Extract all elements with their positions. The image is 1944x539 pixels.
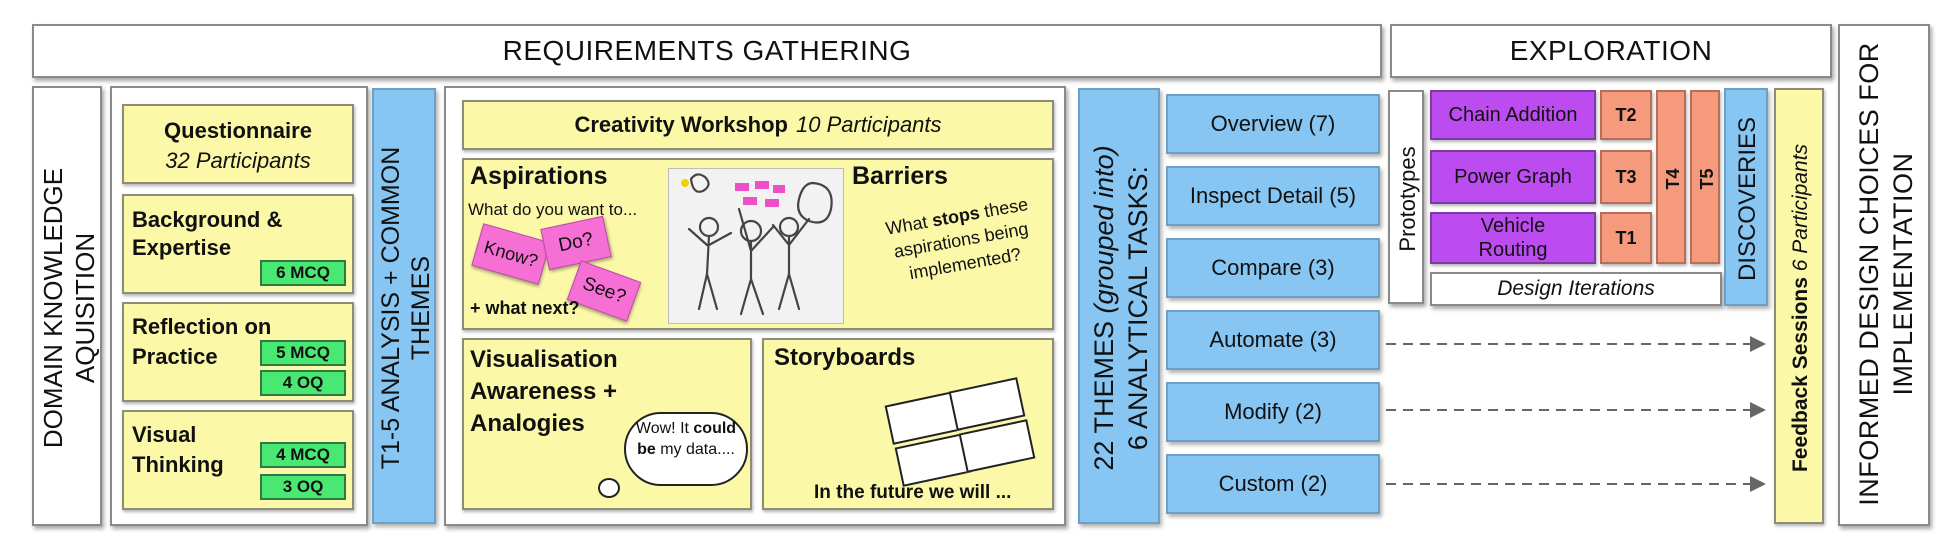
questionnaire-title: Questionnaire bbox=[164, 118, 312, 143]
analysis-column: T1-5 ANALYSIS + COMMON THEMES bbox=[372, 88, 436, 524]
task-compare: Compare (3) bbox=[1166, 238, 1380, 298]
mcq-badge: 4 MCQ bbox=[260, 442, 346, 468]
requirements-gathering-label: REQUIREMENTS GATHERING bbox=[502, 35, 912, 66]
prototype-power-graph: Power Graph bbox=[1430, 150, 1596, 204]
workshop-participants: 10 Participants bbox=[796, 112, 942, 137]
visual-thinking-box: Visual Thinking 4 MCQ 3 OQ bbox=[122, 410, 354, 510]
oq-badge: 3 OQ bbox=[260, 474, 346, 500]
feedback-sessions-column: Feedback Sessions 6 Participants bbox=[1774, 88, 1824, 524]
themes-column: 22 THEMES (grouped into) 6 ANALYTICAL TAS… bbox=[1078, 88, 1160, 524]
design-iterations-box: Design Iterations bbox=[1430, 272, 1722, 306]
storyboards-box: Storyboards In the future we will ... bbox=[762, 338, 1054, 510]
prototype-chain-addition: Chain Addition bbox=[1430, 90, 1596, 140]
task-overview: Overview (7) bbox=[1166, 94, 1380, 154]
discoveries-column: DISCOVERIES bbox=[1724, 88, 1768, 306]
analysis-label: T1-5 ANALYSIS + COMMON THEMES bbox=[377, 146, 435, 470]
aspirations-title: Aspirations bbox=[470, 162, 608, 190]
speech-bubble: Wow! It could be my data.... bbox=[624, 412, 748, 486]
questionnaire-participants: 32 Participants bbox=[165, 148, 311, 173]
prototype-vehicle-routing: Vehicle Routing bbox=[1430, 212, 1596, 264]
visual-thinking-title: Visual Thinking bbox=[132, 422, 224, 477]
tag-t4: T4 bbox=[1656, 90, 1686, 264]
thought-dot bbox=[598, 478, 620, 498]
background-expertise-title: Background & Expertise bbox=[132, 207, 283, 260]
themes-label: 22 THEMES (grouped into) 6 ANALYTICAL TAS… bbox=[1089, 145, 1153, 471]
barriers-text: What stops these aspirations being imple… bbox=[884, 194, 1030, 284]
arrow-head bbox=[1750, 402, 1766, 418]
requirements-gathering-header: REQUIREMENTS GATHERING bbox=[32, 24, 1382, 78]
questionnaire-title-box: Questionnaire 32 Participants bbox=[122, 104, 354, 184]
oq-badge: 4 OQ bbox=[260, 370, 346, 396]
barriers-title: Barriers bbox=[852, 162, 948, 190]
mcq-badge: 6 MCQ bbox=[260, 260, 346, 286]
visualisation-box: Visualisation Awareness + Analogies Wow!… bbox=[462, 338, 752, 510]
background-expertise-box: Background & Expertise 6 MCQ bbox=[122, 194, 354, 294]
storyboards-caption: In the future we will ... bbox=[814, 482, 1012, 503]
tag-t3: T3 bbox=[1600, 150, 1652, 204]
domain-knowledge-label: DOMAIN KNOWLEDGE AQUISITION bbox=[38, 167, 100, 449]
tag-t5: T5 bbox=[1690, 90, 1720, 264]
feedback-sessions-label: Feedback Sessions 6 Participants bbox=[1789, 144, 1812, 473]
mcq-badge: 5 MCQ bbox=[260, 340, 346, 366]
sticky-note: Do? bbox=[540, 215, 612, 271]
task-custom: Custom (2) bbox=[1166, 454, 1380, 514]
exploration-label: EXPLORATION bbox=[1509, 35, 1713, 66]
task-modify: Modify (2) bbox=[1166, 382, 1380, 442]
prototypes-label-box: Prototypes bbox=[1388, 90, 1424, 304]
workshop-title: Creativity Workshop bbox=[574, 112, 788, 137]
informed-design-panel: INFORMED DESIGN CHOICES FOR IMPLEMENTATI… bbox=[1838, 24, 1930, 526]
workshop-title-box: Creativity Workshop 10 Participants bbox=[462, 100, 1054, 150]
exploration-header: EXPLORATION bbox=[1390, 24, 1832, 78]
tag-t2: T2 bbox=[1600, 90, 1652, 140]
visualisation-title: Visualisation Awareness + Analogies bbox=[470, 346, 618, 437]
reflection-practice-box: Reflection on Practice 5 MCQ 4 OQ bbox=[122, 302, 354, 402]
aspirations-barriers-box: Aspirations What do you want to... Know?… bbox=[462, 158, 1054, 330]
task-automate: Automate (3) bbox=[1166, 310, 1380, 370]
discoveries-label: DISCOVERIES bbox=[1734, 116, 1761, 282]
arrow-head bbox=[1750, 476, 1766, 492]
tag-t1: T1 bbox=[1600, 212, 1652, 264]
storyboards-title: Storyboards bbox=[774, 344, 916, 371]
aspirations-prompt: What do you want to... bbox=[468, 200, 638, 219]
arrows-layer bbox=[1386, 336, 1766, 492]
aspirations-next: + what next? bbox=[470, 298, 580, 318]
reflection-practice-title: Reflection on Practice bbox=[132, 314, 272, 369]
sticky-note: Know? bbox=[471, 223, 551, 285]
task-inspect-detail: Inspect Detail (5) bbox=[1166, 166, 1380, 226]
workshop-sketch bbox=[668, 168, 844, 324]
domain-knowledge-panel: DOMAIN KNOWLEDGE AQUISITION bbox=[32, 86, 102, 526]
prototypes-label: Prototypes bbox=[1395, 146, 1420, 252]
informed-design-label: INFORMED DESIGN CHOICES FOR IMPLEMENTATI… bbox=[1854, 42, 1918, 506]
arrow-head bbox=[1750, 336, 1766, 352]
